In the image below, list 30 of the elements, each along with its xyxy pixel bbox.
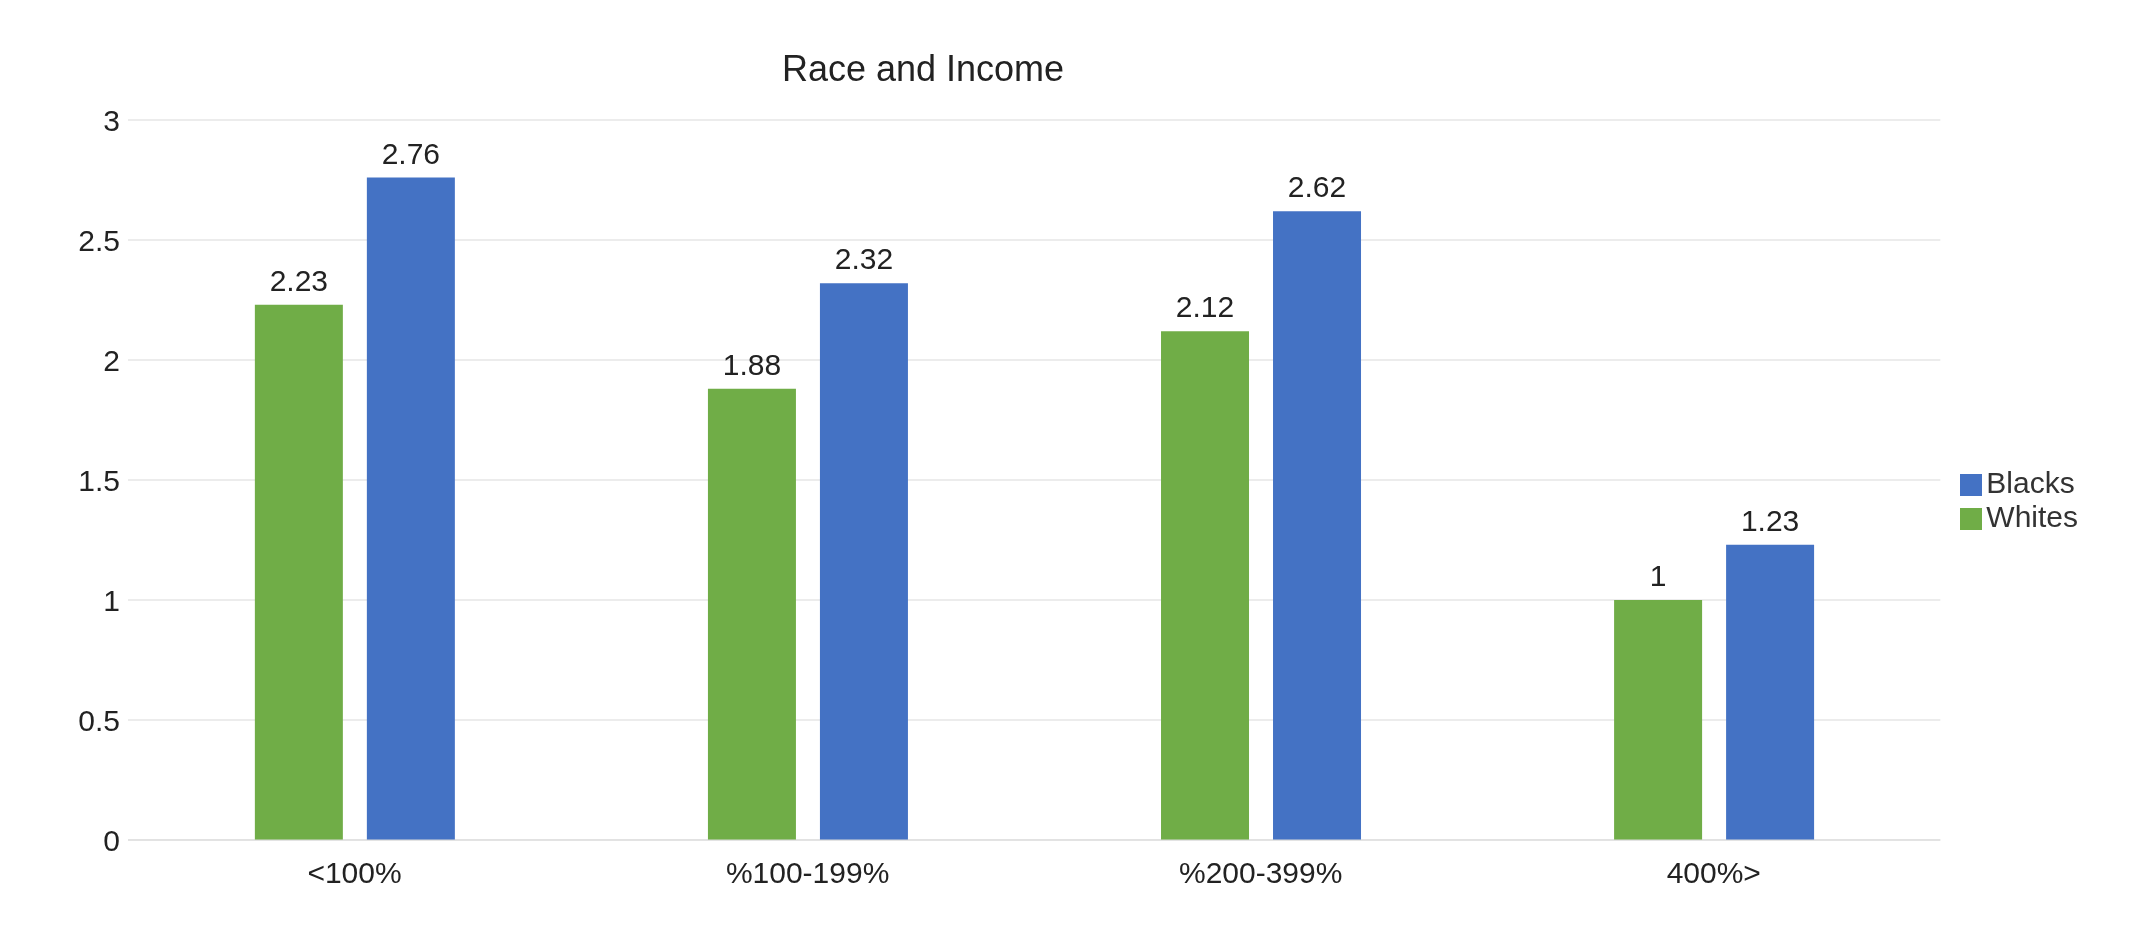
data-label: 2.62	[1287, 170, 1347, 204]
x-tick-label: <100%	[307, 856, 402, 890]
bar	[254, 304, 343, 840]
legend-label: Blacks	[1986, 466, 2075, 499]
y-tick-label: 0	[103, 823, 120, 857]
bar	[1614, 600, 1703, 840]
x-tick-label: %100-199%	[725, 856, 890, 890]
bar	[707, 388, 796, 840]
x-tick-label: 400%>	[1666, 856, 1761, 890]
data-label: 1.88	[722, 347, 782, 381]
data-label: 2.76	[381, 136, 441, 170]
y-tick-label: 2.5	[78, 223, 120, 257]
data-label: 1.23	[1740, 503, 1800, 537]
y-tick-label: 3	[103, 103, 120, 137]
data-label: 2.12	[1175, 290, 1235, 324]
data-label: 1	[1649, 559, 1667, 592]
x-tick-label: %200-399%	[1178, 856, 1343, 890]
data-label: 2.23	[269, 263, 329, 297]
bar	[1161, 331, 1250, 840]
y-tick-label: 1.5	[78, 463, 120, 497]
bar	[1726, 544, 1815, 840]
legend-label: Whites	[1986, 500, 2078, 533]
y-tick-label: 1	[103, 583, 120, 617]
bar	[1273, 211, 1362, 840]
chart-title: Race and Income	[780, 47, 1066, 90]
bar	[366, 177, 455, 840]
bar	[819, 283, 908, 840]
y-tick-label: 2	[103, 343, 120, 377]
data-label: 2.32	[834, 242, 894, 276]
y-tick-label: 0.5	[78, 703, 120, 737]
